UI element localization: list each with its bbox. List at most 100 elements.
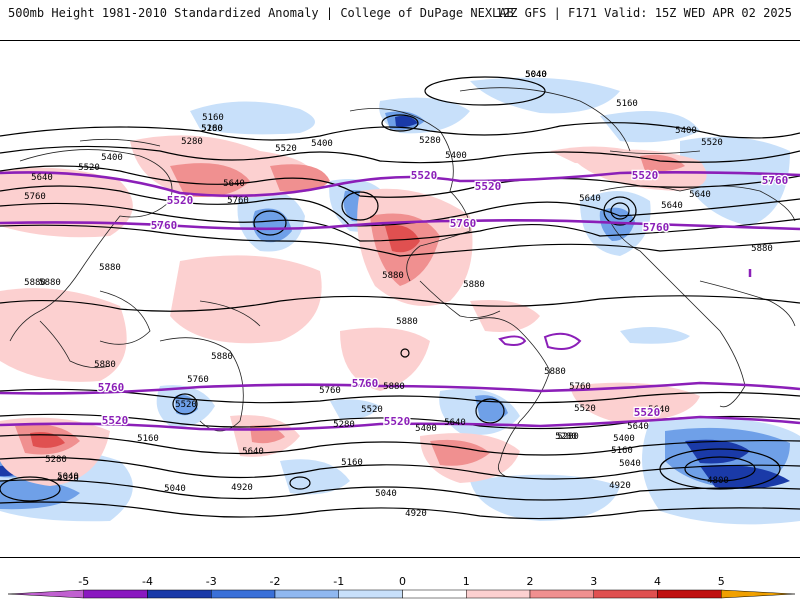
contour-label: 5640 — [242, 447, 264, 457]
coastlines — [9, 87, 796, 477]
colorbar-tick: -1 — [333, 575, 344, 588]
highlighted-contour-label: 5760 — [762, 174, 789, 187]
contour-label: 5040 — [525, 70, 547, 80]
colorbar-swatch — [721, 589, 796, 599]
colorbar-swatch — [274, 589, 339, 599]
strong-positive-shading — [30, 225, 420, 448]
highlighted-contour-label: 5520 — [632, 169, 659, 182]
colorbar-swatches — [7, 589, 796, 599]
contour-label: 5280 — [419, 136, 441, 146]
contour-label: 5280 — [45, 455, 67, 465]
contour-label: 5760 — [227, 196, 249, 206]
contour-label: 5880 — [396, 317, 418, 327]
contour-label: 5280 — [181, 137, 203, 147]
contour-label: 4920 — [57, 474, 79, 484]
colorbar-swatch — [402, 589, 467, 599]
contour-label: 5400 — [675, 126, 697, 136]
contour-label: 5040 — [375, 489, 397, 499]
contour-label: 5880 — [544, 367, 566, 377]
colorbar-swatch — [466, 589, 531, 599]
contour-label: 5040 — [164, 484, 186, 494]
highlighted-contours — [0, 171, 800, 431]
highlighted-contour-label: 5520 — [411, 169, 438, 182]
contour-label: 5760 — [24, 192, 46, 202]
contour-label: 5040 — [619, 459, 641, 469]
highlighted-contour-label: 5520 — [167, 194, 194, 207]
colorbar-swatch — [211, 589, 276, 599]
contour-label: 5760 — [569, 382, 591, 392]
anomaly-map: 5040516052805400552056405760588050405160… — [0, 70, 800, 525]
contour-label: 5520 — [574, 404, 596, 414]
highlighted-contour-label: 5520 — [384, 415, 411, 428]
contour-label: 5040 — [525, 70, 547, 80]
colorbar: -5 -4 -3 -2 -1 0 1 2 3 4 5 — [7, 575, 796, 599]
colorbar-tick: 5 — [718, 575, 725, 588]
contour-label: 5640 — [689, 190, 711, 200]
contour-label: 5640 — [31, 173, 53, 183]
contour-label: 5520 — [175, 400, 197, 410]
contour-label: 4800 — [707, 476, 729, 486]
contour-label: 5160 — [201, 124, 223, 134]
colorbar-swatch — [593, 589, 658, 599]
colorbar-swatch — [338, 589, 403, 599]
contour-label: 5400 — [445, 151, 467, 161]
contour-label: 5640 — [627, 422, 649, 432]
contour-label: 5280 — [557, 432, 579, 442]
highlighted-contour-label: 5520 — [475, 180, 502, 193]
highlighted-contour-labels: 5520 5760 5520 5760 5520 5760 5760 5520 5760 5520… — [97, 168, 790, 430]
colorbar-tick: -2 — [270, 575, 281, 588]
contour-label: 5400 — [415, 424, 437, 434]
contour-label: 5640 — [444, 418, 466, 428]
colorbar-tick: -4 — [142, 575, 153, 588]
contour-label: 5160 — [137, 434, 159, 444]
colorbar-tick: -3 — [206, 575, 217, 588]
height-contours — [0, 76, 800, 520]
map-panel: 5040 5160 5280 5400 5520 5640 5760 5880 5040 5160… — [0, 40, 800, 558]
contour-label: 5520 — [275, 144, 297, 154]
highlighted-contour-label: 5760 — [352, 377, 379, 390]
contour-label: 5760 — [319, 386, 341, 396]
colorbar-tick: 2 — [527, 575, 534, 588]
colorbar-tick-labels: -5 -4 -3 -2 -1 0 1 2 3 4 5 — [78, 575, 724, 588]
contour-label: 5400 — [311, 139, 333, 149]
contour-label: 5880 — [24, 278, 46, 288]
contour-label: 5160 — [202, 113, 224, 123]
contour-label: 5280 — [333, 420, 355, 430]
highlighted-contour-label: 5760 — [450, 217, 477, 230]
contour-label: 5640 — [648, 405, 670, 415]
contour-label: 5520 — [361, 405, 383, 415]
contour-label: 5520 — [78, 163, 100, 173]
contour-label: 5760 — [187, 375, 209, 385]
contour-label: 4920 — [609, 481, 631, 491]
contour-label: 5880 — [211, 352, 233, 362]
colorbar-tick: 1 — [463, 575, 470, 588]
contour-label: 5640 — [661, 201, 683, 211]
contour-label: 5880 — [383, 382, 405, 392]
contour-label: 5160 — [616, 99, 638, 109]
contour-label: 5400 — [613, 434, 635, 444]
model-valid-time: 12Z GFS | F171 Valid: 15Z WED APR 02 202… — [495, 6, 792, 20]
height-contour-labels: 5040516052805400552056405760588050405160… — [24, 70, 773, 519]
contour-label: 4920 — [231, 483, 253, 493]
colorbar-tick: -5 — [78, 575, 89, 588]
contour-label: 5880 — [751, 244, 773, 254]
colorbar-swatch — [529, 589, 594, 599]
contour-label: 5520 — [701, 138, 723, 148]
contour-label: 5400 — [101, 153, 123, 163]
contour-label: 5040 — [525, 70, 547, 80]
highlighted-contour-label: 5520 — [634, 406, 661, 419]
contour-label: 5880 — [39, 278, 61, 288]
contour-label: 5040 — [57, 472, 79, 482]
contour-label: 5280 — [201, 124, 223, 134]
colorbar-swatch — [7, 589, 84, 599]
highlighted-contour-label: 5760 — [98, 381, 125, 394]
contour-label: 5880 — [382, 271, 404, 281]
colorbar-swatch — [657, 589, 722, 599]
contour-label: 5880 — [94, 360, 116, 370]
colorbar-tick: 3 — [590, 575, 597, 588]
contour-label: 5880 — [463, 280, 485, 290]
contour-label: 5640 — [579, 194, 601, 204]
highlighted-contour-label: 5760 — [643, 221, 670, 234]
colorbar-tick: 4 — [654, 575, 661, 588]
highlighted-contour-label: 5520 — [102, 414, 129, 427]
